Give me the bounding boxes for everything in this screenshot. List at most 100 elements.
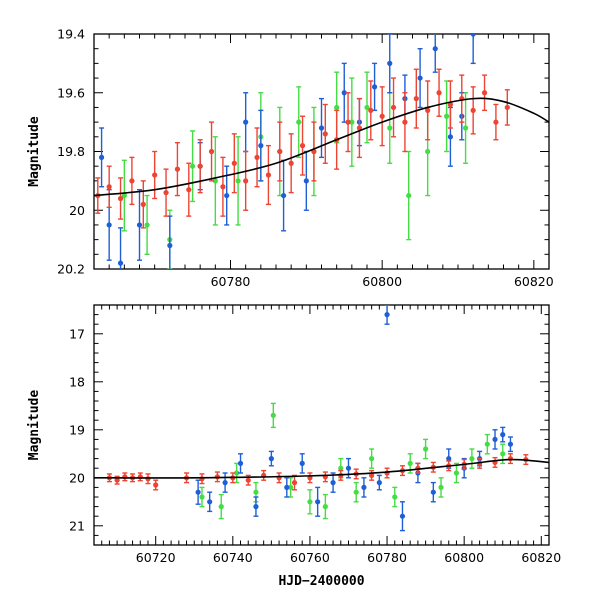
y-axis-title: Magnitude <box>27 116 42 187</box>
red-data-point <box>470 107 476 113</box>
blue-data-point <box>432 46 438 52</box>
blue-data-point <box>117 260 124 266</box>
blue-data-point <box>341 90 347 96</box>
green-data-point <box>296 119 302 125</box>
green-data-point <box>349 119 355 125</box>
blue-data-point <box>315 499 321 505</box>
green-data-point <box>235 178 241 184</box>
red-data-point <box>163 190 169 196</box>
red-data-point <box>186 187 192 193</box>
green-data-point <box>500 451 506 457</box>
red-data-point <box>208 148 215 155</box>
green-data-point <box>334 104 340 111</box>
y-tick-label: 20 <box>69 203 85 218</box>
blue-data-point <box>361 484 367 490</box>
red-data-point <box>413 96 419 102</box>
green-data-point <box>212 178 218 184</box>
red-data-point <box>277 148 283 155</box>
blue-data-point <box>399 513 406 519</box>
red-data-point <box>117 195 124 202</box>
red-data-point <box>379 113 385 119</box>
blue-data-point <box>371 84 378 90</box>
x-tick-label: 60780 <box>211 274 251 289</box>
green-data-point <box>484 441 490 447</box>
red-data-point <box>145 476 151 482</box>
red-data-point <box>402 119 408 125</box>
red-data-point <box>174 166 181 172</box>
y-tick-label: 19.6 <box>57 85 85 100</box>
green-data-point <box>407 460 413 466</box>
red-data-point <box>291 480 298 486</box>
x-tick-label: 60740 <box>213 550 253 565</box>
blue-data-point <box>470 34 476 37</box>
model-curve <box>94 97 549 197</box>
blue-data-point <box>447 134 454 140</box>
green-data-point <box>338 465 344 471</box>
blue-data-point <box>417 75 423 81</box>
y-tick-label: 17 <box>69 326 85 341</box>
red-data-point <box>254 154 260 160</box>
plot-frame <box>93 304 550 546</box>
red-data-point <box>140 201 146 207</box>
blue-data-point <box>330 480 336 486</box>
red-data-point <box>504 104 510 111</box>
blue-data-point <box>507 441 514 447</box>
red-data-point <box>369 472 375 478</box>
blue-data-point <box>237 460 244 466</box>
green-data-point <box>387 125 393 131</box>
green-data-point <box>469 456 475 462</box>
y-axis-title: Magnitude <box>27 390 42 461</box>
red-data-point <box>197 163 203 169</box>
blue-data-point <box>446 456 452 462</box>
blue-data-point <box>376 480 382 486</box>
y-tick-label: 18 <box>69 374 85 389</box>
blue-data-point <box>195 489 201 495</box>
green-data-point <box>444 113 450 119</box>
green-data-point <box>189 163 196 169</box>
y-tick-label: 20.2 <box>57 262 85 277</box>
red-data-point <box>265 172 272 178</box>
red-data-point <box>356 125 363 131</box>
x-tick-label: 60720 <box>136 550 176 565</box>
blue-data-point <box>167 242 173 249</box>
red-data-point <box>447 101 454 108</box>
blue-data-point <box>243 119 249 125</box>
red-data-point <box>243 178 249 184</box>
x-tick-label: 60780 <box>367 550 407 565</box>
green-data-point <box>364 104 370 111</box>
red-data-point <box>288 160 294 166</box>
blue-data-point <box>492 436 498 442</box>
blue-data-point <box>106 222 112 228</box>
y-tick-label: 21 <box>69 518 85 533</box>
red-data-point <box>322 131 328 137</box>
blue-data-point <box>384 312 390 318</box>
green-data-point <box>425 148 431 155</box>
green-data-point <box>270 412 276 418</box>
red-data-point <box>436 90 442 96</box>
y-tick-label: 20 <box>69 470 85 485</box>
blue-data-point <box>268 456 274 462</box>
green-data-point <box>369 456 375 462</box>
green-data-point <box>288 484 294 490</box>
blue-data-point <box>284 484 290 490</box>
x-axis-title: HJD−2400000 <box>278 574 364 589</box>
blue-data-point <box>207 499 213 505</box>
x-tick-label: 60800 <box>444 550 484 565</box>
red-data-point <box>345 119 351 125</box>
red-data-point <box>425 107 431 113</box>
y-tick-label: 19 <box>69 422 85 437</box>
green-data-point <box>307 499 313 505</box>
red-data-point <box>245 477 251 483</box>
blue-data-point <box>280 192 287 199</box>
red-data-point <box>231 160 237 166</box>
green-data-point <box>199 494 205 500</box>
blue-data-point <box>253 504 259 510</box>
red-data-point <box>368 107 374 113</box>
red-data-point <box>106 184 112 190</box>
green-data-point <box>353 489 359 495</box>
red-data-point <box>129 178 135 184</box>
green-data-point <box>453 470 460 476</box>
x-tick-label: 60760 <box>290 550 330 565</box>
blue-data-point <box>98 154 105 160</box>
